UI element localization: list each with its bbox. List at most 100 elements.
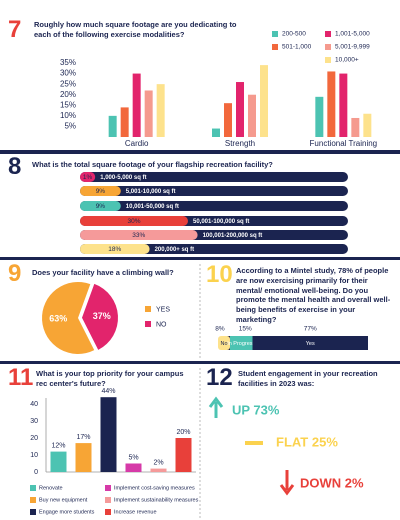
legend-label: 10,000+	[335, 57, 359, 64]
bar-track	[80, 172, 348, 182]
bar	[75, 443, 92, 472]
legend-swatch	[272, 44, 278, 50]
pie-slice	[81, 283, 118, 350]
value-label: 9%	[96, 188, 106, 195]
y-tick-label: 10%	[60, 111, 76, 120]
legend-swatch	[272, 31, 278, 37]
y-tick-label: 5%	[64, 122, 76, 131]
legend-swatch	[325, 31, 331, 37]
bar	[150, 468, 167, 472]
bar	[144, 90, 153, 137]
category-label: 200,000+ sq ft	[155, 247, 195, 253]
legend-swatch	[325, 57, 331, 63]
legend-swatch	[105, 509, 111, 515]
bar	[315, 96, 324, 137]
question-number: 8	[8, 153, 22, 180]
bar	[125, 463, 142, 472]
question: What is the total square footage of your…	[32, 160, 273, 169]
question-number: 12	[206, 364, 233, 391]
question-number: 10	[206, 261, 233, 288]
divider	[0, 361, 400, 364]
y-tick-label: 20%	[60, 90, 76, 99]
value-label: 44%	[101, 388, 115, 395]
y-tick-label: 25%	[60, 79, 76, 88]
legend-label: Engage more students	[39, 509, 95, 515]
bar	[80, 216, 188, 226]
value-label: 2%	[153, 459, 163, 466]
bar	[108, 115, 117, 137]
value-label: 30%	[127, 218, 140, 225]
bar	[248, 94, 256, 137]
category-label: 1,000-5,000 sq ft	[100, 175, 146, 181]
divider	[0, 257, 400, 260]
value-label: 8%	[215, 326, 225, 333]
question: According to a Mintel study, 78% of peop…	[236, 266, 391, 324]
bar	[236, 82, 244, 137]
category-label: 50,001-100,000 sq ft	[193, 219, 249, 225]
segment-label: Yes	[306, 341, 315, 347]
y-tick-label: 30	[30, 418, 38, 425]
bar	[327, 71, 336, 137]
value-label: 77%	[304, 326, 317, 333]
category-label: 5,001-10,000 sq ft	[126, 189, 176, 195]
y-tick-label: 35%	[60, 58, 76, 67]
bar-segment	[230, 336, 253, 350]
bar	[80, 201, 121, 211]
value-label: 1%	[83, 174, 93, 181]
bar	[100, 397, 117, 472]
y-tick-label: 15%	[60, 100, 76, 109]
legend-label: 1,001-5,000	[335, 31, 370, 38]
bar	[132, 73, 141, 137]
bar	[260, 65, 268, 137]
flat-text: FLAT 25%	[276, 434, 338, 449]
legend-swatch	[30, 485, 36, 491]
bar-track	[80, 201, 348, 211]
bar	[80, 244, 150, 254]
bar	[80, 172, 96, 182]
x-tick-label: Strength	[225, 139, 255, 148]
y-tick-label: 10	[30, 452, 38, 459]
question-number: 11	[8, 364, 34, 391]
legend-swatch	[145, 321, 151, 327]
legend-label: Implement cost-saving measures	[114, 485, 195, 491]
down-text: DOWN 2%	[300, 475, 364, 490]
question: What is your top priority for your campu…	[36, 369, 184, 388]
bar-track	[80, 186, 348, 196]
x-tick-label: Cardio	[125, 139, 149, 148]
bar	[224, 103, 232, 137]
question: Does your facility have a climbing wall?	[32, 268, 174, 277]
bar-segment	[252, 336, 368, 350]
bar	[351, 117, 360, 137]
bar	[175, 438, 192, 472]
value-label: 17%	[76, 434, 90, 441]
legend-swatch	[105, 497, 111, 503]
legend-swatch	[145, 306, 151, 312]
value-label: 20%	[176, 429, 190, 436]
bar	[363, 113, 372, 137]
value-label: 33%	[132, 232, 145, 239]
bar	[80, 186, 121, 196]
y-tick-label: 0	[34, 469, 38, 476]
bar	[156, 84, 165, 137]
value-label: 9%	[96, 203, 106, 210]
legend-label: Increase revenue	[114, 509, 157, 515]
y-tick-label: 40	[30, 401, 38, 408]
question-number: 9	[8, 260, 22, 287]
up-arrow	[208, 396, 224, 418]
legend-label: 5,001-9,999	[335, 44, 370, 51]
question: Student engagement in your recreation fa…	[238, 369, 378, 388]
legend-swatch	[105, 485, 111, 491]
legend-label: 501-1,000	[282, 44, 312, 51]
divider	[0, 150, 400, 154]
category-label: 100,001-200,000 sq ft	[203, 233, 263, 239]
segment-label: No	[220, 341, 227, 347]
value-label: 18%	[108, 246, 121, 253]
legend-swatch	[30, 497, 36, 503]
bar	[80, 230, 198, 240]
y-tick-label: 30%	[60, 69, 76, 78]
legend-label: Buy new equipment	[39, 497, 88, 503]
legend-label: 200-500	[282, 31, 306, 38]
value-label: 12%	[51, 442, 65, 449]
